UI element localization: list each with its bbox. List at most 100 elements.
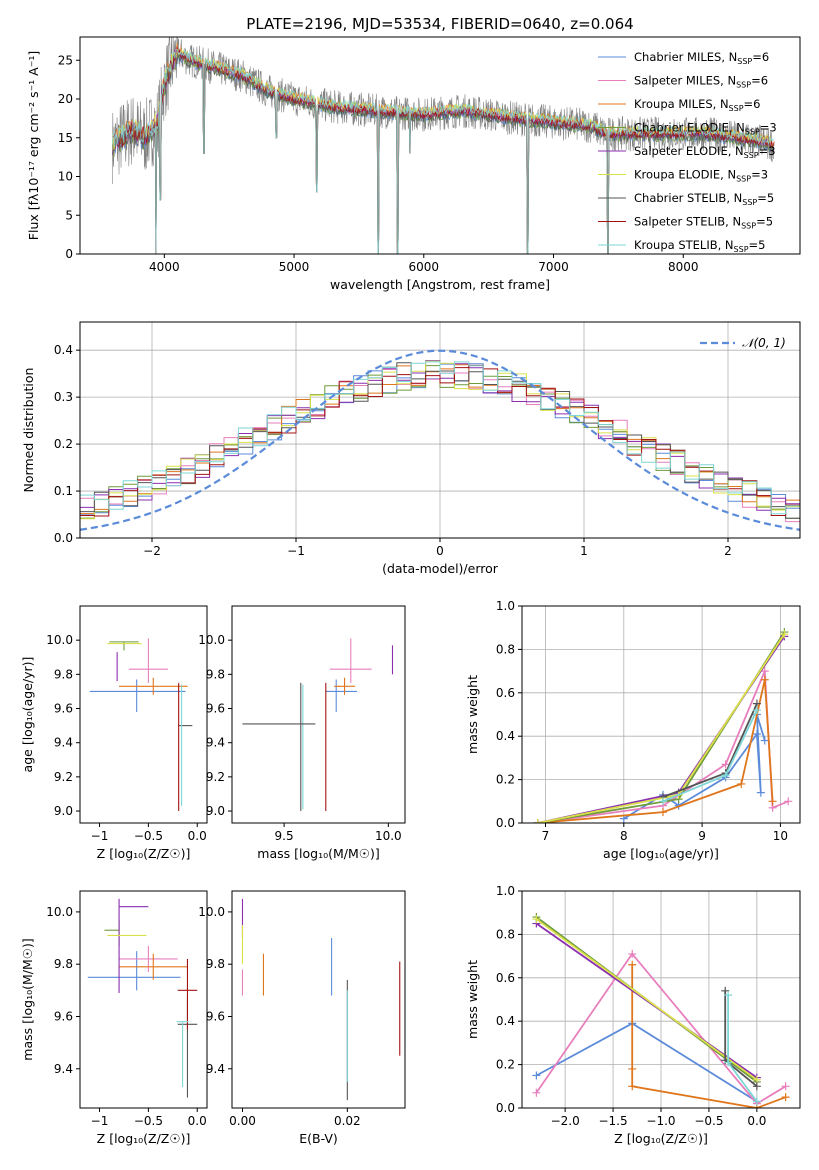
legend-count: =6 [751,74,768,88]
weight-marker [628,1082,637,1091]
legend-count: =5 [757,191,774,205]
y-tick-label: 0.0 [496,816,515,830]
residuals-marks [80,349,800,531]
legend-subscript: SSP [736,175,751,184]
residuals-frame [79,321,801,539]
x-tick-label: 0.00 [229,1114,256,1128]
legend-label: Kroupa STELIB, NSSP=5 [634,238,765,254]
weight-marker [784,797,793,806]
y-tick-label: 0.2 [496,1058,515,1072]
legend-subscript: SSP [742,198,757,207]
mass_vs_EBV-plot-area [232,891,405,1108]
age_vs_mass-axes: 9.5 10.0 9.0 9.2 9.4 9.6 9.8 10.0 mass [log₁₀(M/… [198,605,406,861]
legend-count: =6 [744,97,761,111]
y-tick-label: 9.6 [54,702,73,716]
y-tick-label: 9.4 [54,736,73,750]
legend-label: Salpeter ELODIE, NSSP=3 [634,144,776,160]
spectrum-ylabel: Flux [fλ10⁻¹⁷ erg cm⁻² s⁻¹ A⁻¹] [26,51,41,240]
legend-label: Chabrier MILES, NSSP=6 [634,50,769,66]
errorbar-point [334,677,355,695]
x-tick-label: 0 [436,544,444,558]
y-tick-label: 0.6 [496,686,515,700]
y-tick-label: 10.0 [46,905,73,919]
weight_vs_age-marks [533,628,793,823]
errorbar-point [119,953,188,980]
x-tick-label: 7000 [538,260,569,274]
y-tick-label: 9.6 [54,1009,73,1023]
y-tick-label: 0.0 [54,531,73,545]
y-tick-label: 9.0 [206,804,225,818]
x-tick-label: −0.5 [134,829,163,843]
x-tick-label: 7 [542,829,550,843]
mass_vs_Z-xlabel: Z [log₁₀(Z/Z☉)] [97,1131,191,1146]
weight-marker [532,1071,541,1080]
legend-count: =6 [752,50,769,64]
x-tick-label: −1.5 [598,1114,627,1128]
x-tick-label: 5000 [279,260,310,274]
weight-marker [724,991,733,1000]
y-tick-label: 0.4 [496,1014,515,1028]
spectrum-marks [112,37,775,254]
weight-line [535,918,758,1081]
weight-marker [628,1064,637,1073]
weight-marker [533,819,542,823]
legend-count: =5 [749,238,766,252]
errorbar-point [118,898,149,993]
x-tick-label: −2.0 [551,1114,580,1128]
weight-marker [752,706,761,715]
weight_vs_Z-frame [521,890,801,1109]
age_vs_Z-plot-area [80,606,207,823]
y-tick-label: 9.4 [54,1062,73,1076]
mass_vs_EBV-marks [241,898,401,1101]
weight-marker [658,808,667,817]
x-tick-label: −0.5 [134,1114,163,1128]
legend-subscript: SSP [729,104,744,113]
y-tick-label: 9.2 [54,770,73,784]
legend-label: Chabrier ELODIE, NSSP=3 [634,121,777,137]
weight-marker [768,797,777,806]
mass_vs_EBV-xlabel: E(B-V) [299,1131,338,1146]
residual-histogram [80,361,800,515]
page-title: PLATE=2196, MJD=53534, FIBERID=0640, z=0… [246,15,633,33]
y-tick-label: 9.6 [206,702,225,716]
y-tick-label: 1.0 [496,599,515,613]
y-tick-label: 0.4 [54,343,73,357]
weight_vs_Z-xlabel: Z [log₁₀(Z/Z☉)] [614,1131,708,1146]
age_vs_mass-xlabel: mass [log₁₀(M/M☉)] [257,846,379,861]
x-tick-label: −1 [287,544,305,558]
x-tick-label: 0.0 [188,829,207,843]
weight-marker [532,915,541,924]
y-tick-label: 9.2 [206,770,225,784]
residuals-axes: −2 −1 0 1 2 0.0 0.1 0.2 0.3 0.4 (data-model)/error… [21,321,801,576]
x-tick-label: 8 [620,829,628,843]
weight-marker [724,1058,733,1067]
weight-marker [760,736,769,745]
y-tick-label: 0.1 [54,484,73,498]
y-tick-label: 5 [65,208,73,222]
weight_vs_Z-axes: −2.0 −1.5 −1.0 −0.5 0.0 0.0 0.2 0.4 0.6 0.8 1.0 Z [… [465,884,801,1146]
spectrum-legend: Chabrier MILES, NSSP=6 Salpeter MILES, NS… [598,50,777,254]
x-tick-label: 2 [724,544,732,558]
spectrum-frame [79,36,801,255]
residuals-xlabel: (data-model)/error [382,561,499,576]
errorbar-point [329,638,372,683]
errorbar-point [89,679,186,712]
weight-marker [737,779,746,788]
age_vs_Z-ylabel: age [log₁₀(age/yr)] [20,657,35,773]
x-tick-label: 10 [773,829,788,843]
weight-line [537,670,789,823]
y-tick-label: 0.6 [496,971,515,985]
legend-count: =3 [759,144,776,158]
y-tick-label: 0.0 [496,1101,515,1115]
x-tick-label: −2 [143,544,161,558]
weight_vs_age-xlabel: age [log₁₀(age/yr)] [603,846,719,861]
weight-marker [781,1082,790,1091]
errorbar-point [87,951,181,991]
x-tick-label: 1 [580,544,588,558]
x-tick-label: 0.0 [188,1114,207,1128]
y-tick-label: 9.8 [54,667,73,681]
y-tick-label: 9.6 [206,1009,225,1023]
age_vs_Z-frame [79,605,208,824]
y-tick-label: 0.4 [496,729,515,743]
y-tick-label: 9.4 [206,1062,225,1076]
